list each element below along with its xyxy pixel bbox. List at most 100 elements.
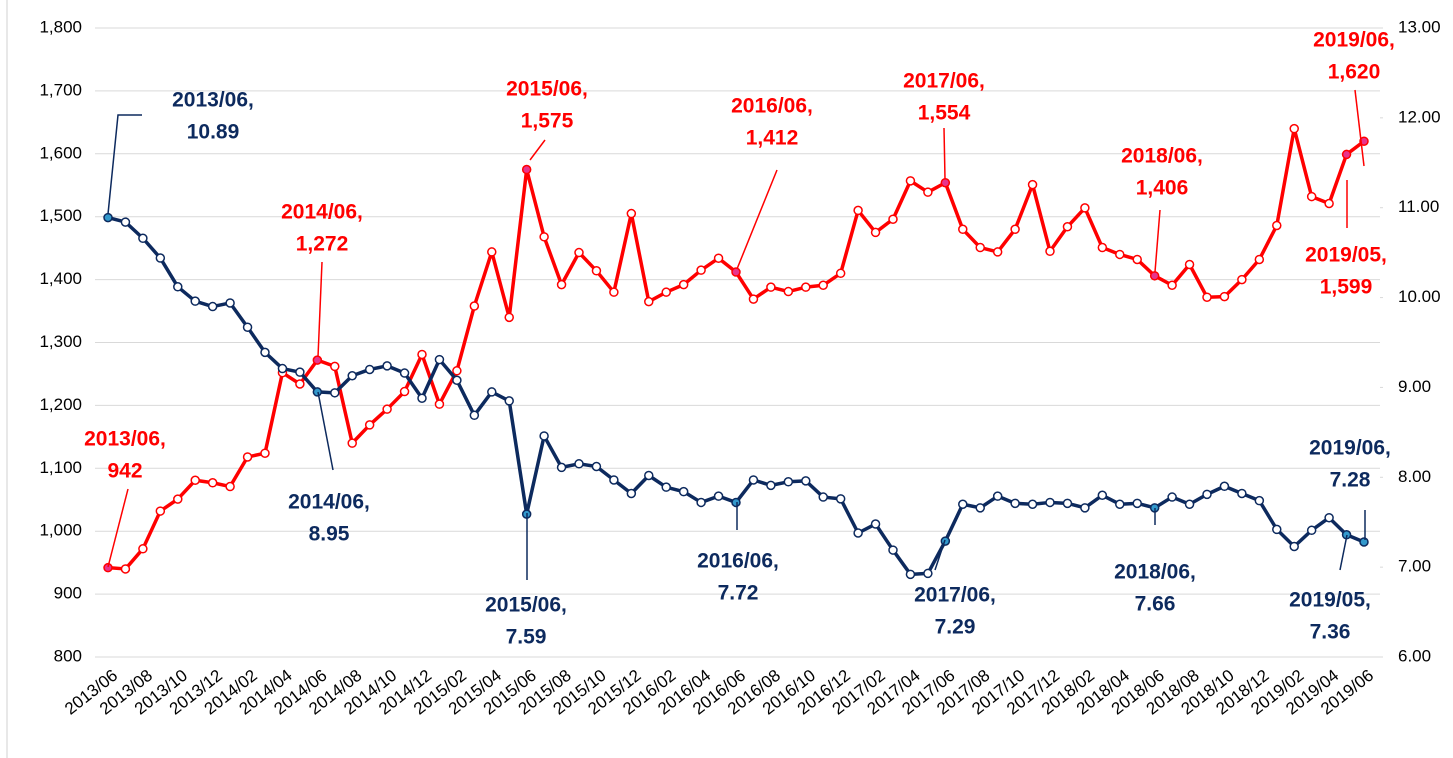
- annotation-text: 2015/06,: [506, 78, 588, 101]
- data-point: [1097, 242, 1108, 253]
- data-point: [801, 282, 811, 292]
- data-point: [173, 282, 183, 292]
- annotation-text: 2014/06,: [288, 491, 370, 514]
- data-point: [1115, 499, 1125, 509]
- data-point: [434, 354, 445, 365]
- y2-tick-label: 8.00: [1398, 467, 1431, 486]
- data-point: [1010, 498, 1020, 509]
- data-point: [975, 242, 985, 253]
- data-point: [731, 267, 741, 277]
- annotation-leader: [736, 169, 778, 270]
- annotation-leader: [1339, 534, 1348, 571]
- data-point: [1184, 259, 1195, 270]
- data-point: [783, 477, 794, 487]
- data-point: [120, 217, 131, 227]
- data-point: [330, 388, 340, 398]
- annotation-text: 7.59: [506, 626, 547, 649]
- y-tick-label: 1,400: [39, 269, 82, 288]
- data-point: [260, 347, 270, 358]
- data-point: [1062, 498, 1073, 509]
- data-point: [626, 488, 637, 499]
- data-point: [330, 361, 340, 372]
- data-point: [155, 506, 166, 516]
- data-point: [417, 349, 427, 360]
- annotation-leader: [317, 261, 323, 358]
- annotation-text: 1,406: [1136, 177, 1189, 200]
- annotation-leader: [529, 139, 546, 161]
- y2-tick-label: 11.00: [1398, 197, 1439, 216]
- data-point: [417, 393, 427, 403]
- annotation-text: 1,620: [1328, 61, 1381, 84]
- data-point: [312, 387, 323, 397]
- data-point: [103, 562, 113, 573]
- data-point: [504, 396, 514, 406]
- y2-tick-label: 9.00: [1398, 377, 1431, 396]
- data-point: [1167, 492, 1177, 502]
- annotation-text: 7.72: [718, 582, 759, 605]
- data-point: [1062, 222, 1073, 232]
- annotation-text: 10.89: [187, 121, 240, 144]
- data-point: [120, 564, 131, 574]
- data-point: [870, 227, 881, 238]
- data-point: [260, 448, 270, 458]
- data-point: [225, 481, 235, 492]
- data-point: [382, 361, 392, 371]
- annotation-text: 2017/06,: [903, 70, 985, 93]
- data-point: [138, 544, 148, 554]
- data-point: [958, 224, 968, 235]
- data-point: [975, 503, 985, 513]
- data-point: [992, 491, 1003, 501]
- y2-tick-label: 6.00: [1398, 646, 1431, 665]
- data-point: [661, 482, 671, 492]
- data-point: [155, 253, 166, 263]
- data-point: [173, 494, 183, 504]
- y-tick-label: 1,500: [39, 206, 82, 225]
- data-point: [434, 399, 445, 409]
- data-point: [1027, 499, 1038, 509]
- data-point: [277, 363, 288, 374]
- y2-tick-label: 12.00: [1398, 107, 1441, 126]
- y-tick-label: 1,300: [39, 332, 82, 351]
- data-point: [469, 410, 480, 421]
- data-point: [190, 475, 200, 486]
- data-point: [748, 294, 759, 304]
- data-point: [591, 266, 602, 276]
- data-point: [678, 486, 689, 497]
- data-point: [1324, 198, 1334, 209]
- y-tick-label: 1,600: [39, 143, 82, 162]
- data-point: [661, 287, 671, 297]
- y-tick-label: 1,000: [39, 521, 82, 540]
- data-point: [1115, 249, 1125, 260]
- data-point: [574, 247, 584, 258]
- data-point: [1306, 191, 1317, 202]
- data-point: [1219, 291, 1230, 302]
- annotation-text: 2018/06,: [1114, 561, 1196, 584]
- data-point: [905, 176, 916, 186]
- data-point: [1184, 499, 1195, 509]
- data-point: [644, 296, 654, 307]
- data-point: [1149, 271, 1160, 281]
- y-tick-label: 900: [54, 584, 82, 603]
- data-point: [295, 379, 305, 389]
- data-point: [1306, 525, 1317, 536]
- data-point: [1272, 220, 1282, 231]
- annotation-text: 2014/06,: [281, 201, 363, 224]
- data-point: [1167, 280, 1177, 291]
- annotation-text: 7.66: [1135, 593, 1176, 616]
- data-point: [609, 475, 619, 485]
- data-point: [469, 301, 480, 311]
- data-point: [242, 322, 253, 332]
- data-point: [399, 386, 410, 397]
- data-point: [818, 280, 828, 291]
- data-point: [1132, 498, 1142, 509]
- data-point: [1272, 524, 1282, 535]
- data-point: [888, 545, 898, 555]
- data-point: [1132, 254, 1142, 265]
- data-point: [539, 431, 549, 441]
- data-point: [364, 364, 375, 375]
- data-point: [713, 253, 724, 263]
- data-point: [923, 568, 933, 579]
- annotation-text: 2019/06,: [1309, 437, 1391, 460]
- data-point: [801, 476, 811, 486]
- annotation-text: 1,599: [1320, 276, 1373, 299]
